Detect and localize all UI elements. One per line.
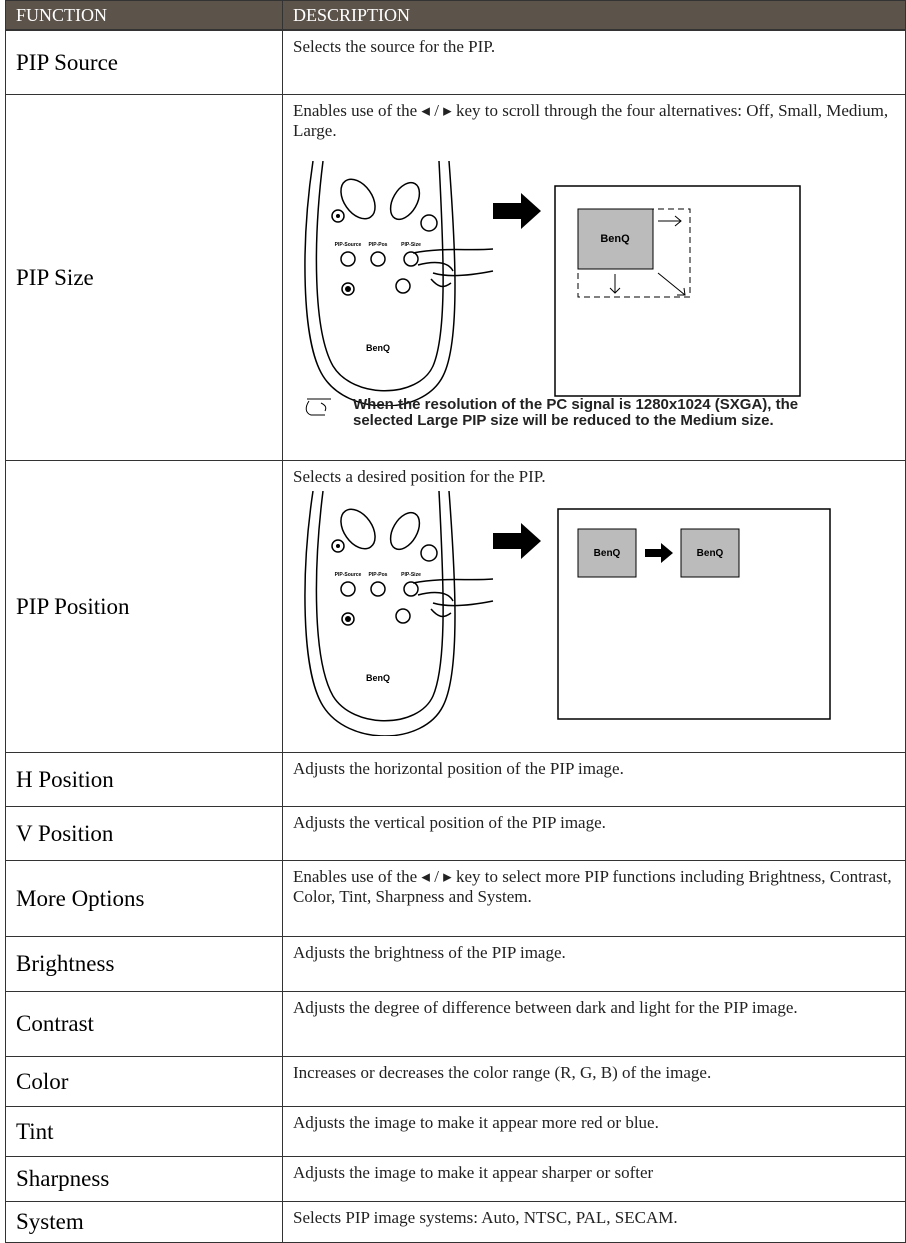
description-cell: Increases or decreases the color range (… xyxy=(282,1056,906,1107)
header-cell: FUNCTION xyxy=(5,0,283,30)
description-cell: Adjusts the image to make it appear shar… xyxy=(282,1156,906,1202)
description-text: Adjusts the horizontal position of the P… xyxy=(293,759,624,778)
description-cell: Adjusts the degree of difference between… xyxy=(282,991,906,1057)
description-text: Increases or decreases the color range (… xyxy=(293,1063,712,1082)
figure-label: PIP-Pos xyxy=(369,242,388,248)
note-text: When the resolution of the PC signal is … xyxy=(353,396,799,429)
function-cell: H Position xyxy=(5,752,283,807)
figure-label: PIP-Size xyxy=(401,572,421,578)
function-cell: Contrast xyxy=(5,991,283,1057)
figure-label: PIP-Pos xyxy=(369,572,388,578)
function-cell: Color xyxy=(5,1056,283,1107)
description-text: Adjusts the image to make it appear more… xyxy=(293,1113,659,1132)
figure-label: BenQ xyxy=(366,673,390,683)
function-cell: PIP Source xyxy=(5,30,283,95)
function-cell: V Position xyxy=(5,806,283,861)
figure-label: PIP-Source xyxy=(335,242,362,248)
description-text: Adjusts the image to make it appear shar… xyxy=(293,1163,654,1182)
function-cell: Sharpness xyxy=(5,1156,283,1202)
figure-label: BenQ xyxy=(697,548,724,559)
description-text: Adjusts the brightness of the PIP image. xyxy=(293,943,566,962)
description-cell: Adjusts the brightness of the PIP image. xyxy=(282,936,906,992)
function-cell: Tint xyxy=(5,1106,283,1157)
description-cell: Enables use of the ◂ / ▸ key to select m… xyxy=(282,860,906,937)
description-text: Enables use of the ◂ / ▸ key to select m… xyxy=(293,867,892,906)
illustration: PIP-Source PIP-Pos PIP-Size BenQ BenQ xyxy=(304,161,801,406)
function-cell: PIP Size xyxy=(5,94,283,461)
description-cell: Adjusts the image to make it appear more… xyxy=(282,1106,906,1157)
function-cell: More Options xyxy=(5,860,283,937)
figure-label: BenQ xyxy=(600,233,630,245)
figure-label: PIP-Size xyxy=(401,242,421,248)
description-cell: Selects PIP image systems: Auto, NTSC, P… xyxy=(282,1201,906,1243)
header-cell: DESCRIPTION xyxy=(282,0,906,30)
description-cell: Enables use of the ◂ / ▸ key to scroll t… xyxy=(282,94,906,461)
figure-label: PIP-Source xyxy=(335,572,362,578)
description-cell: Adjusts the vertical position of the PIP… xyxy=(282,806,906,861)
description-text: Selects a desired position for the PIP. xyxy=(293,467,546,486)
description-text: Selects PIP image systems: Auto, NTSC, P… xyxy=(293,1208,678,1227)
description-text: Selects the source for the PIP. xyxy=(293,37,496,56)
figure-label: BenQ xyxy=(366,343,390,353)
description-text: Adjusts the degree of difference between… xyxy=(293,998,798,1017)
note-icon xyxy=(305,398,331,416)
function-cell: PIP Position xyxy=(5,460,283,753)
description-cell: Adjusts the horizontal position of the P… xyxy=(282,752,906,807)
description-cell: Selects the source for the PIP. xyxy=(282,30,906,95)
function-cell: Brightness xyxy=(5,936,283,992)
figure-label: BenQ xyxy=(594,548,621,559)
description-text: Adjusts the vertical position of the PIP… xyxy=(293,813,606,832)
description-text: Enables use of the ◂ / ▸ key to scroll t… xyxy=(293,101,889,140)
description-cell: Selects a desired position for the PIP. … xyxy=(282,460,906,753)
function-cell: System xyxy=(5,1201,283,1243)
illustration: PIP-Source PIP-Pos PIP-Size BenQ BenQ BenQ xyxy=(304,491,831,736)
